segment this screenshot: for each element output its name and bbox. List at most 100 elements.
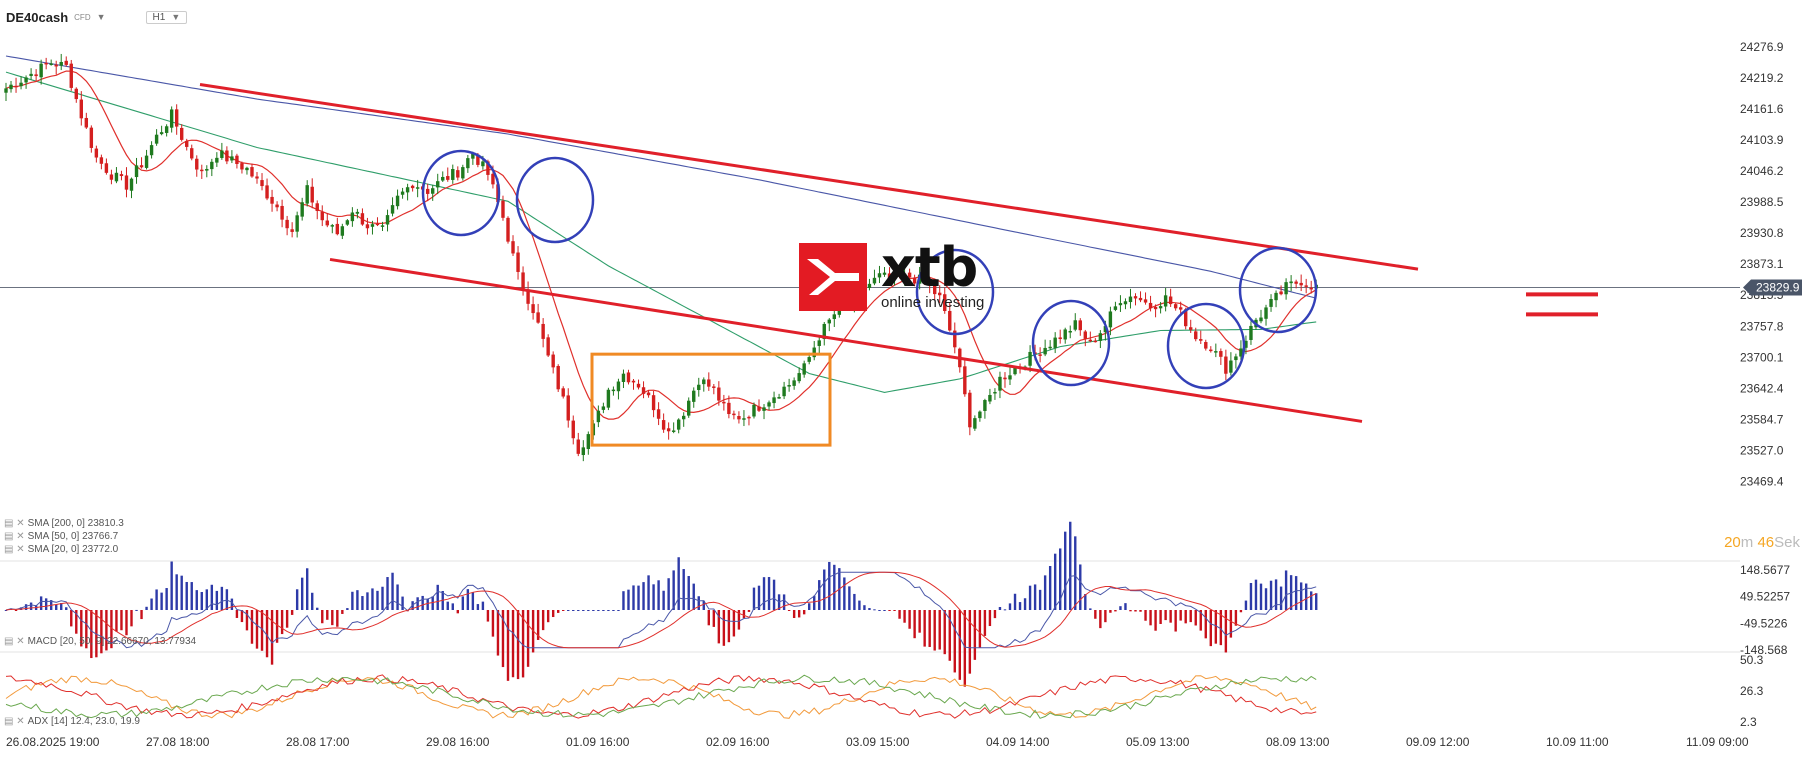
candle-body [938,292,942,296]
candle-body [74,88,78,100]
macd-histogram-bar [712,609,716,627]
candle-body [732,413,736,416]
macd-histogram-bar [60,602,63,610]
sma20-legend[interactable]: ▤ ✕ SMA [20, 0] 23772.0 [4,544,118,555]
candle-body [1028,351,1032,366]
macd-histogram-bar [1043,575,1047,610]
chevron-down-icon[interactable]: ▼ [96,12,106,22]
macd-histogram-bar [446,601,449,610]
y-tick-label: 24161.6 [1740,102,1784,116]
candle-body [1259,317,1263,322]
macd-histogram-bar [331,609,334,626]
candle-body [792,380,796,386]
macd-legend[interactable]: ▤ ✕ MACD [20, 50, 9] 22.66670, 13.77934 [4,636,196,647]
macd-histogram-bar [461,596,465,610]
macd-label: MACD [20, 50, 9] 22.66670, 13.77934 [27,636,197,647]
candle-body [1214,351,1218,353]
settings-icon[interactable]: ▤ ✕ [4,518,25,529]
candle-body [461,167,465,179]
candle-body [44,62,48,65]
candle-body [1078,320,1082,331]
macd-histogram-bar [546,609,550,623]
candle-body [922,275,927,282]
macd-histogram-bar [1279,586,1283,610]
macd-histogram-bar [577,609,580,611]
macd-histogram-bar [321,609,324,624]
macd-histogram-bar [55,604,58,610]
macd-histogram-bar [727,609,731,643]
macd-histogram-bar [29,602,33,610]
candle-body [9,84,13,90]
settings-icon[interactable]: ▤ ✕ [4,716,25,727]
macd-histogram-bar [1234,609,1238,626]
macd-histogram-bar [105,609,108,651]
candle-body [1158,306,1163,309]
adx-legend[interactable]: ▤ ✕ ADX [14] 12.4, 23.0, 19.9 [4,716,140,727]
candle-body [897,272,902,277]
candle-body [190,148,194,159]
candle-body [134,165,139,178]
candle-body [1249,325,1253,340]
macd-histogram-bar [100,609,103,654]
candle-body [927,282,932,286]
candle-body [395,195,400,207]
candle-body [159,132,164,135]
candle-body [491,173,495,185]
settings-icon[interactable]: ▤ ✕ [4,636,25,647]
macd-histogram-bar [170,561,173,610]
candle-body [717,387,721,401]
macd-histogram-bar [918,609,921,633]
macd-histogram-bar [155,589,158,610]
settings-icon[interactable]: ▤ ✕ [4,544,25,555]
candle-body [666,428,671,432]
macd-histogram-bar [1033,584,1037,610]
macd-histogram-bar [677,557,680,610]
sma50-label: SMA [50, 0] 23766.7 [27,531,119,542]
candle-body [561,388,565,397]
x-tick-label: 10.09 11:00 [1546,735,1609,749]
candle-body [345,220,350,225]
macd-histogram-bar [1079,564,1082,610]
candle-body [210,161,214,170]
candle-body [912,277,917,284]
macd-histogram-bar [1154,609,1157,631]
timeframe-select[interactable]: H1 ▼ [145,10,188,24]
macd-histogram-bar [808,603,811,610]
candle-body [676,419,681,430]
candle-body [566,395,570,421]
macd-histogram-bar [1028,585,1032,610]
macd-histogram-bar [883,609,886,611]
candle-body [1083,331,1087,339]
candle-body [651,395,656,411]
macd-histogram-bar [1274,579,1278,610]
macd-histogram-bar [657,580,660,610]
macd-histogram-bar [401,596,404,610]
highlight-circle [915,248,995,336]
sma200-legend[interactable]: ▤ ✕ SMA [200, 0] 23810.3 [4,518,124,529]
candle-body [1289,281,1293,284]
macd-histogram-bar [923,609,926,647]
candle-body [722,401,726,404]
candle-body [4,88,8,93]
candle-body [1108,311,1113,328]
macd-histogram-bar [511,609,515,678]
candle-body [1068,330,1072,333]
candle-body [340,226,345,236]
candle-body [400,191,405,195]
settings-icon[interactable]: ▤ ✕ [4,531,25,542]
chevron-down-icon: ▼ [171,11,181,22]
sma50-legend[interactable]: ▤ ✕ SMA [50, 0] 23766.7 [4,531,118,542]
candle-body [546,337,550,356]
candle-body [601,406,606,410]
macd-histogram-bar [501,609,505,668]
symbol-name[interactable]: DE40cash [6,9,69,25]
macd-histogram-bar [316,607,319,610]
candle-body [943,294,947,311]
candle-body [180,127,184,140]
macd-histogram-bar [858,600,861,610]
macd-histogram-bar [265,609,269,658]
candle-body [285,219,289,229]
macd-histogram-bar [270,609,274,665]
macd-histogram-bar [255,609,259,649]
